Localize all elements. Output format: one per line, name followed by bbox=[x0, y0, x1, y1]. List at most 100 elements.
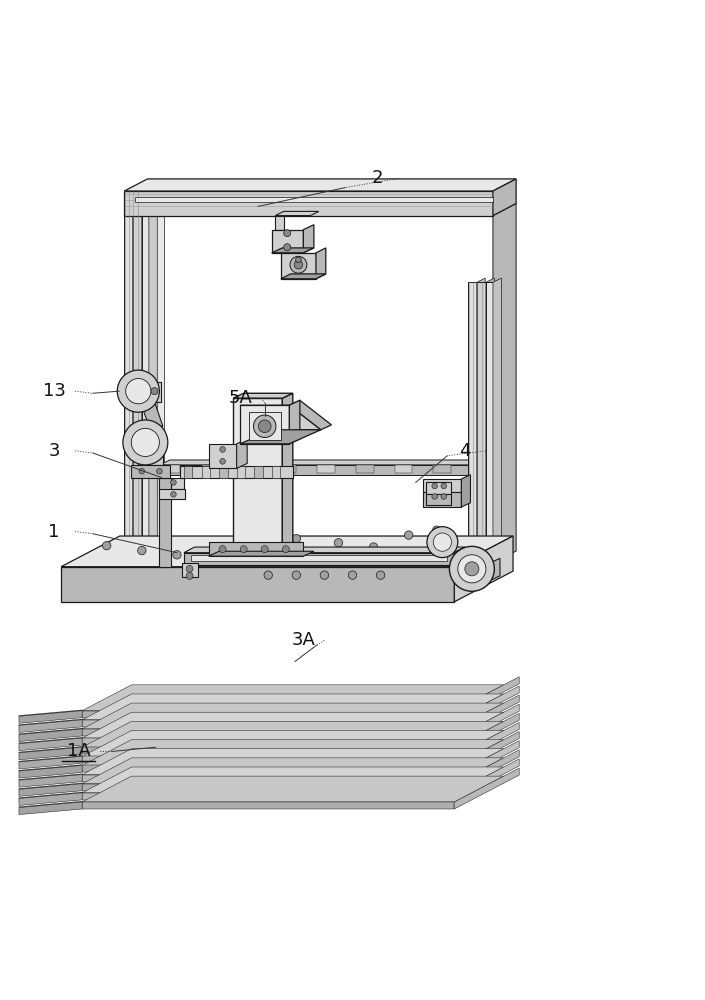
Polygon shape bbox=[159, 478, 184, 489]
Circle shape bbox=[254, 415, 276, 438]
Polygon shape bbox=[271, 230, 303, 253]
Polygon shape bbox=[289, 400, 331, 430]
Polygon shape bbox=[163, 465, 180, 473]
Text: 4: 4 bbox=[459, 442, 471, 460]
Polygon shape bbox=[454, 536, 513, 602]
Polygon shape bbox=[19, 728, 82, 735]
Polygon shape bbox=[237, 439, 247, 468]
Polygon shape bbox=[82, 685, 504, 711]
Polygon shape bbox=[281, 274, 326, 279]
Polygon shape bbox=[147, 382, 161, 402]
Circle shape bbox=[125, 379, 151, 404]
Polygon shape bbox=[124, 191, 133, 567]
Polygon shape bbox=[82, 738, 454, 745]
Polygon shape bbox=[237, 466, 245, 478]
Circle shape bbox=[220, 459, 226, 464]
Polygon shape bbox=[202, 466, 210, 478]
Polygon shape bbox=[82, 784, 454, 791]
Polygon shape bbox=[184, 547, 465, 553]
Polygon shape bbox=[454, 750, 519, 791]
Polygon shape bbox=[131, 465, 170, 478]
Polygon shape bbox=[19, 756, 82, 762]
Polygon shape bbox=[486, 282, 493, 567]
Polygon shape bbox=[82, 793, 454, 800]
Circle shape bbox=[348, 571, 357, 579]
Circle shape bbox=[432, 494, 438, 499]
Circle shape bbox=[171, 480, 176, 485]
Circle shape bbox=[220, 447, 226, 452]
Polygon shape bbox=[233, 393, 293, 398]
Text: 1A: 1A bbox=[67, 742, 90, 760]
Polygon shape bbox=[454, 563, 489, 581]
Polygon shape bbox=[82, 749, 504, 775]
Circle shape bbox=[292, 534, 300, 543]
Polygon shape bbox=[156, 212, 164, 563]
Polygon shape bbox=[138, 452, 163, 465]
Polygon shape bbox=[159, 465, 472, 475]
Polygon shape bbox=[149, 187, 157, 567]
Polygon shape bbox=[454, 704, 519, 745]
Polygon shape bbox=[233, 398, 282, 549]
Polygon shape bbox=[19, 774, 82, 780]
Polygon shape bbox=[82, 711, 454, 718]
Polygon shape bbox=[82, 756, 454, 763]
Polygon shape bbox=[19, 783, 82, 789]
Polygon shape bbox=[61, 567, 454, 602]
Polygon shape bbox=[271, 248, 314, 253]
Polygon shape bbox=[19, 737, 82, 744]
Polygon shape bbox=[82, 767, 504, 793]
Circle shape bbox=[334, 539, 343, 547]
Polygon shape bbox=[180, 466, 293, 478]
Polygon shape bbox=[282, 393, 293, 549]
Polygon shape bbox=[454, 732, 519, 772]
Polygon shape bbox=[240, 405, 321, 430]
Polygon shape bbox=[316, 248, 326, 279]
Polygon shape bbox=[289, 400, 300, 444]
Polygon shape bbox=[182, 563, 198, 577]
Polygon shape bbox=[19, 729, 82, 742]
Circle shape bbox=[458, 555, 486, 583]
Polygon shape bbox=[19, 793, 82, 805]
Circle shape bbox=[292, 571, 300, 579]
Polygon shape bbox=[209, 542, 303, 556]
Text: 5A: 5A bbox=[228, 389, 252, 407]
Polygon shape bbox=[19, 801, 82, 808]
Polygon shape bbox=[434, 465, 450, 473]
Circle shape bbox=[262, 546, 268, 553]
Polygon shape bbox=[395, 465, 412, 473]
Polygon shape bbox=[82, 721, 504, 747]
Polygon shape bbox=[240, 405, 289, 444]
Text: 2: 2 bbox=[372, 169, 383, 187]
Polygon shape bbox=[255, 466, 263, 478]
Polygon shape bbox=[140, 402, 163, 426]
Polygon shape bbox=[184, 553, 454, 565]
Polygon shape bbox=[191, 555, 447, 561]
Circle shape bbox=[186, 572, 193, 579]
Text: 1: 1 bbox=[49, 523, 60, 541]
Circle shape bbox=[432, 483, 438, 489]
Polygon shape bbox=[454, 713, 519, 754]
Polygon shape bbox=[82, 765, 454, 772]
Polygon shape bbox=[454, 741, 519, 782]
Circle shape bbox=[369, 543, 378, 551]
Circle shape bbox=[449, 546, 494, 591]
Polygon shape bbox=[477, 282, 486, 567]
Polygon shape bbox=[82, 712, 504, 738]
Circle shape bbox=[137, 546, 146, 555]
Circle shape bbox=[441, 483, 446, 489]
Polygon shape bbox=[249, 412, 281, 440]
Polygon shape bbox=[124, 191, 493, 216]
Text: 3A: 3A bbox=[291, 631, 315, 649]
Polygon shape bbox=[19, 738, 82, 751]
Polygon shape bbox=[19, 775, 82, 787]
Polygon shape bbox=[275, 211, 319, 216]
Polygon shape bbox=[281, 253, 316, 279]
Polygon shape bbox=[454, 695, 519, 736]
Polygon shape bbox=[19, 765, 82, 771]
Polygon shape bbox=[493, 278, 501, 567]
Polygon shape bbox=[454, 722, 519, 763]
Polygon shape bbox=[19, 747, 82, 760]
Polygon shape bbox=[219, 466, 228, 478]
Circle shape bbox=[123, 420, 168, 465]
Polygon shape bbox=[209, 444, 237, 468]
